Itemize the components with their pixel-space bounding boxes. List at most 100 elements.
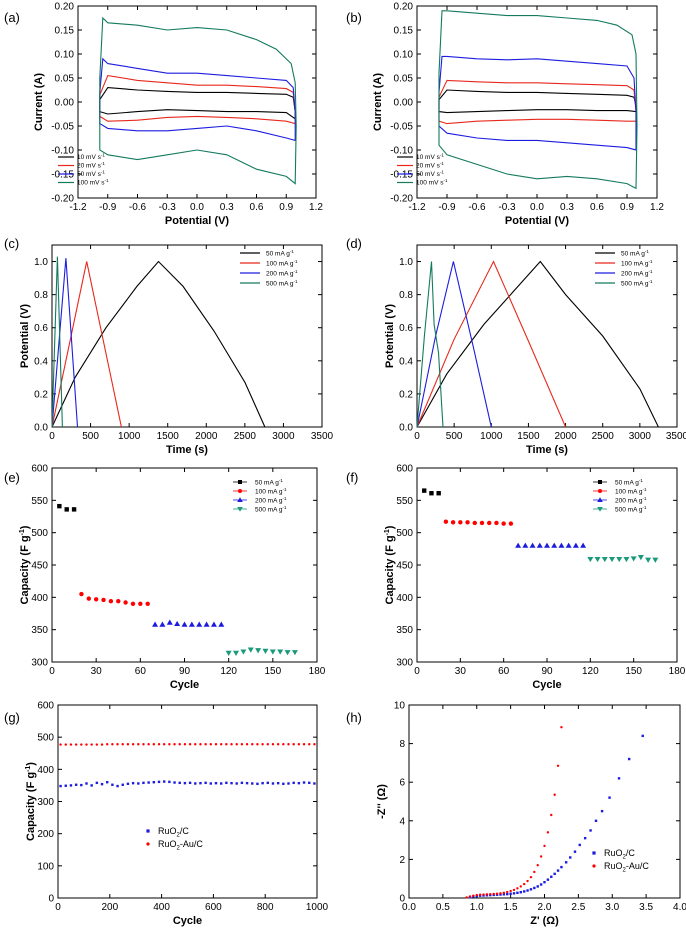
data-point [194, 743, 197, 746]
x-tick-label: 0.6 [250, 202, 264, 213]
x-axis-title: Z' (Ω) [530, 915, 559, 927]
data-point [589, 829, 592, 832]
legend-label-sup: -1 [639, 478, 643, 483]
x-tick-label: 0.3 [220, 202, 234, 213]
data-point [580, 542, 587, 548]
data-point [522, 542, 529, 548]
data-point [572, 542, 579, 548]
data-point [422, 488, 427, 493]
data-point [533, 886, 536, 890]
data-point [516, 887, 519, 890]
data-point [508, 521, 514, 526]
y-tick-label: 0.05 [55, 74, 75, 85]
data-point [539, 883, 543, 886]
data-point [218, 621, 225, 627]
data-point [126, 782, 130, 786]
data-point [509, 889, 512, 893]
data-point [219, 743, 223, 746]
y-tick-label: 1.0 [34, 257, 48, 268]
y-tick-label: 600 [396, 464, 413, 475]
data-point [255, 648, 262, 654]
data-point [174, 620, 181, 627]
y-axis-title: Potential (V) [384, 304, 396, 369]
x-axis-title: Potential (V) [165, 215, 230, 227]
y-tick-label: 350 [396, 625, 413, 636]
y-tick-label: 450 [396, 561, 413, 572]
x-axis-title: Potential (V) [505, 215, 570, 227]
plot-frame [77, 5, 317, 199]
legend-label: 20 mV s-1 [416, 161, 444, 170]
data-point [522, 890, 526, 893]
data-point [302, 743, 306, 746]
y-tick-label: 550 [31, 496, 48, 507]
y-tick-label: 0.20 [394, 2, 414, 13]
legend-marker [592, 851, 596, 855]
data-point [526, 879, 529, 883]
x-tick-label: 1.0 [470, 902, 484, 913]
data-point [512, 892, 516, 895]
legend-label-end: -Au/C [180, 839, 204, 849]
plot-frame [416, 5, 658, 199]
data-point [235, 743, 238, 746]
y-tick-label: 0.15 [394, 26, 414, 37]
y-axis-title-sup: -1 [19, 529, 26, 535]
data-point [262, 648, 269, 655]
x-tick-label: 1000 [480, 431, 503, 442]
data-point [641, 734, 644, 738]
data-point [64, 784, 67, 787]
legend-label-sup: -1 [282, 496, 286, 501]
legend-label: 500 mA g-1 [621, 279, 653, 288]
x-tick-label: 400 [153, 902, 170, 913]
data-point [162, 780, 166, 783]
panel-label: (b) [346, 10, 362, 25]
y-tick-label: -0.20 [51, 194, 74, 205]
data-point [489, 892, 492, 896]
data-point [594, 556, 601, 563]
x-tick-label: 0.3 [560, 202, 574, 213]
data-point [556, 764, 560, 767]
data-point [86, 596, 92, 601]
data-point [291, 650, 298, 656]
y-tick-label: -0.05 [51, 122, 74, 133]
data-point [623, 556, 630, 563]
legend-label-sup: -1 [282, 505, 286, 510]
data-point [553, 872, 556, 876]
legend-label-sup: -1 [293, 269, 297, 274]
data-point [536, 863, 539, 867]
data-point [59, 784, 62, 788]
legend-marker [237, 497, 243, 502]
y-tick-label: 550 [396, 496, 413, 507]
data-point [553, 793, 556, 796]
x-tick-label: 60 [135, 666, 147, 677]
series-line [99, 74, 296, 125]
data-point [519, 885, 522, 888]
y-tick-label: 10 [394, 701, 406, 712]
data-point [308, 781, 311, 785]
data-point [168, 743, 171, 746]
x-tick-label: 1000 [118, 431, 141, 442]
data-point [266, 781, 269, 785]
data-point [121, 743, 124, 746]
y-tick-label: 6 [399, 778, 405, 789]
legend-label: RuO2/C [158, 826, 189, 839]
legend-label-sup: -1 [293, 279, 297, 284]
data-point [230, 781, 233, 785]
panel-label: (c) [4, 236, 19, 251]
data-point [209, 743, 213, 746]
data-point [225, 743, 228, 746]
panel-e: (e) 0 30 60 90 120 150 180 300 350 400 450 500 550 600… [4, 464, 326, 692]
panel-h: (h) 0.0 0.5 1.0 1.5 2.0 2.5 3.0 3.5 4.0 0 2 4 6 8 10 Z' … [346, 701, 686, 928]
panel-label: (h) [346, 710, 362, 725]
data-point [79, 591, 84, 597]
legend-label-sub: 2 [177, 846, 181, 852]
data-point [111, 783, 114, 786]
data-point [137, 743, 140, 746]
data-point [247, 647, 254, 653]
data-point [627, 757, 631, 761]
y-axis-title: Capacity (F g-1) [384, 525, 396, 604]
plot-frame [416, 244, 678, 428]
data-point [240, 781, 244, 785]
legend-label-sup: -1 [101, 153, 105, 158]
data-point [145, 601, 150, 606]
data-point [181, 621, 188, 627]
